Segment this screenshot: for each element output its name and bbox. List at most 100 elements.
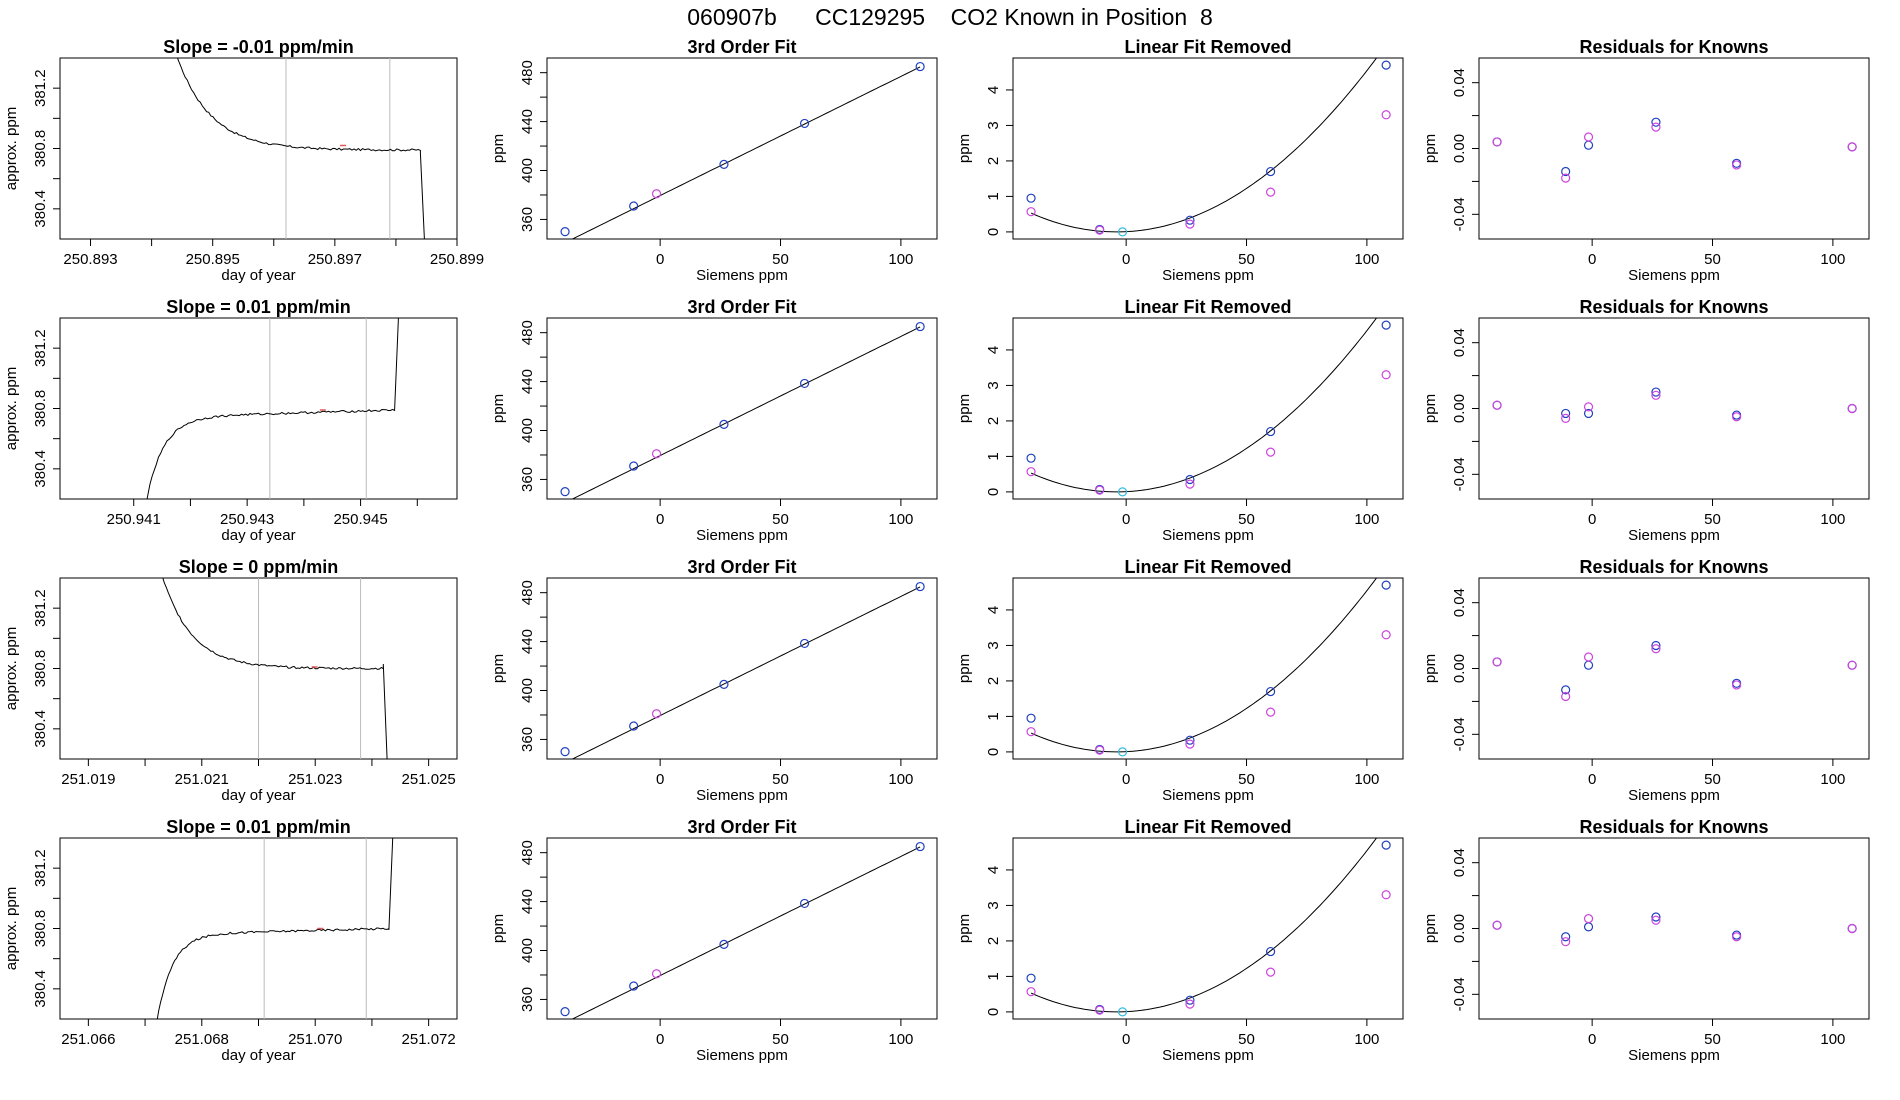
y-tick-label: 380.8 — [32, 130, 49, 168]
plot-title: Slope = -0.01 ppm/min — [163, 37, 354, 57]
data-point — [1583, 132, 1594, 142]
y-tick-label: -0.04 — [1451, 457, 1468, 491]
y-tick-label: -0.04 — [1451, 977, 1468, 1011]
panel-r3-c3: Linear Fit Removed 0 50 100 0 1 2 3 4 Siemens ppm… — [956, 557, 1404, 804]
y-tick-label: 0.00 — [1451, 914, 1468, 943]
x-tick-label: 0 — [1588, 511, 1596, 528]
plot-title: Slope = 0 ppm/min — [179, 557, 339, 577]
y-tick-label: 400 — [519, 418, 536, 443]
panel-r2-c4: Residuals for Knowns 0 50 100 -0.04 0.00 0.04 S… — [1422, 297, 1870, 544]
trace-line — [162, 578, 388, 759]
x-axis-label: Siemens ppm — [1628, 787, 1720, 804]
y-tick-label: 400 — [519, 938, 536, 963]
plot-area — [1492, 640, 1857, 702]
data-point — [1651, 117, 1661, 127]
data-point — [1847, 923, 1857, 934]
x-tick-label: 0 — [656, 771, 664, 788]
data-point — [799, 898, 810, 909]
plot-area — [1492, 912, 1857, 947]
data-point — [1561, 691, 1571, 702]
trace-line — [146, 318, 399, 499]
x-axis-label: Siemens ppm — [1162, 1047, 1254, 1064]
data-point — [1381, 110, 1391, 120]
data-point — [1026, 727, 1036, 737]
y-tick-label: 440 — [519, 369, 536, 394]
plot-frame — [546, 837, 938, 1020]
x-tick-label: 100 — [1354, 511, 1379, 528]
y-tick-label: 0.04 — [1451, 848, 1468, 877]
y-tick-label: 480 — [519, 840, 536, 865]
x-tick-label: 0 — [1122, 1031, 1130, 1048]
data-point — [1026, 973, 1036, 983]
data-point — [1117, 747, 1128, 757]
y-tick-label: 4 — [985, 86, 1002, 94]
y-axis-label: ppm — [1422, 654, 1439, 683]
x-tick-label: 100 — [888, 251, 913, 268]
x-tick-label: 250.945 — [333, 511, 387, 528]
x-tick-label: 50 — [1704, 251, 1721, 268]
x-tick-label: 50 — [772, 511, 789, 528]
panel-r1-c2: 3rd Order Fit 0 50 100 360 400 440 480 Siemens p… — [490, 37, 938, 284]
data-point — [1381, 840, 1391, 850]
data-point — [1561, 932, 1571, 942]
x-tick-label: 0 — [656, 251, 664, 268]
y-axis-label: ppm — [956, 394, 973, 423]
y-axis-label: approx. ppm — [3, 887, 20, 970]
y-tick-label: 480 — [519, 320, 536, 345]
data-point — [1095, 225, 1105, 235]
data-point — [1026, 987, 1036, 997]
y-tick-label: 0 — [985, 748, 1002, 756]
plot-title: 3rd Order Fit — [687, 817, 796, 837]
x-tick-label: 0 — [656, 511, 664, 528]
plot-title: Linear Fit Removed — [1124, 817, 1291, 837]
y-tick-label: 380.8 — [32, 650, 49, 688]
data-point — [1847, 403, 1857, 414]
data-point — [1265, 686, 1276, 697]
x-tick-label: 50 — [1238, 771, 1255, 788]
x-tick-label: 100 — [888, 1031, 913, 1048]
data-point — [1651, 122, 1661, 132]
data-point — [1381, 370, 1391, 380]
x-tick-label: 0 — [1588, 771, 1596, 788]
data-point — [651, 969, 662, 979]
plot-area — [560, 581, 925, 759]
x-tick-label: 0 — [1588, 251, 1596, 268]
plot-area — [1026, 578, 1391, 757]
y-tick-label: 0 — [985, 1008, 1002, 1016]
y-tick-label: 4 — [985, 606, 1002, 614]
y-tick-label: 440 — [519, 889, 536, 914]
y-tick-label: 400 — [519, 678, 536, 703]
y-axis-label: ppm — [956, 134, 973, 163]
data-point — [799, 118, 810, 129]
x-axis-label: Siemens ppm — [1628, 527, 1720, 544]
y-tick-label: 1 — [985, 972, 1002, 980]
y-axis-label: ppm — [956, 914, 973, 943]
data-point — [1185, 995, 1195, 1005]
data-point — [1265, 707, 1276, 717]
data-point — [1265, 166, 1276, 177]
data-point — [1583, 402, 1594, 412]
fit-line — [1030, 838, 1378, 1013]
data-point — [629, 461, 639, 471]
y-tick-label: 360 — [519, 207, 536, 232]
data-point — [1561, 685, 1571, 695]
data-point — [1381, 320, 1391, 330]
data-point — [915, 581, 925, 592]
x-tick-label: 250.943 — [220, 511, 274, 528]
y-axis-label: ppm — [1422, 914, 1439, 943]
x-tick-label: 50 — [772, 771, 789, 788]
x-tick-label: 250.893 — [63, 251, 117, 268]
data-point — [1583, 408, 1594, 419]
y-tick-label: 4 — [985, 346, 1002, 354]
x-axis-label: day of year — [221, 1047, 295, 1064]
x-axis-label: Siemens ppm — [1162, 787, 1254, 804]
plot-area — [162, 578, 388, 759]
y-axis-label: approx. ppm — [3, 627, 20, 710]
x-axis-label: day of year — [221, 267, 295, 284]
y-tick-label: 440 — [519, 629, 536, 654]
y-tick-label: 0 — [985, 228, 1002, 236]
data-point — [1651, 387, 1661, 397]
x-axis-label: Siemens ppm — [1628, 1047, 1720, 1064]
data-point — [651, 189, 662, 199]
x-tick-label: 50 — [1238, 1031, 1255, 1048]
